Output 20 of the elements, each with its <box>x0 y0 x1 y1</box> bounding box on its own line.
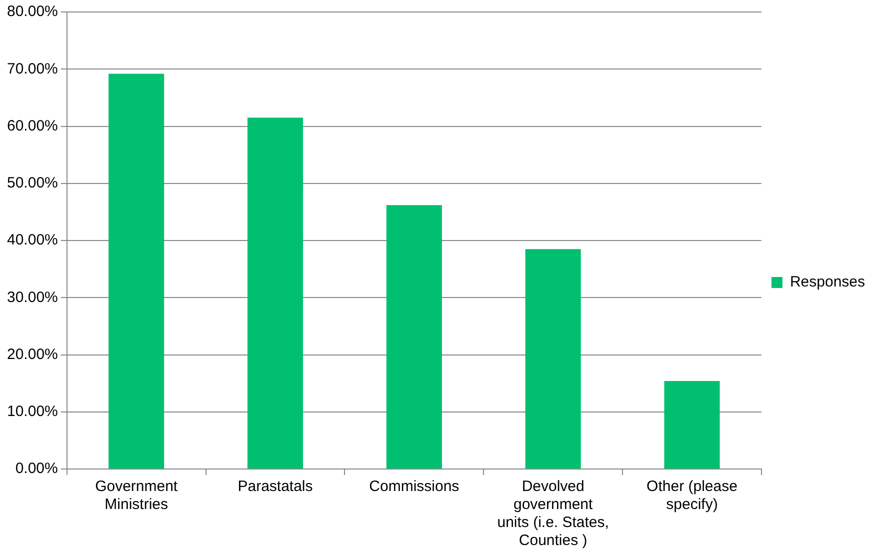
x-tick-label: Parastatals <box>238 478 313 496</box>
x-tick-label: Other (please specify) <box>646 478 738 514</box>
legend-label: Responses <box>790 274 866 291</box>
x-tick-label: Government Ministries <box>95 478 178 514</box>
y-tick-label: 40.00% <box>7 232 58 249</box>
y-tick-label: 10.00% <box>7 403 58 420</box>
y-tick-label: 50.00% <box>7 174 58 192</box>
y-tick-label: 0.00% <box>15 460 58 478</box>
bar <box>108 74 164 468</box>
bar <box>386 205 442 468</box>
y-tick-label: 20.00% <box>7 346 58 363</box>
bar <box>525 249 581 468</box>
y-tick-label: 70.00% <box>7 60 58 78</box>
y-tick-label: 30.00% <box>7 288 58 306</box>
x-tick-label: Commissions <box>369 478 460 496</box>
bar <box>247 118 304 468</box>
x-tick-label: Devolved government units (i.e. States, Counties ) <box>497 478 609 550</box>
y-tick-label: 80.00% <box>7 3 58 20</box>
y-tick-label: 60.00% <box>7 117 58 134</box>
bar <box>664 381 720 468</box>
